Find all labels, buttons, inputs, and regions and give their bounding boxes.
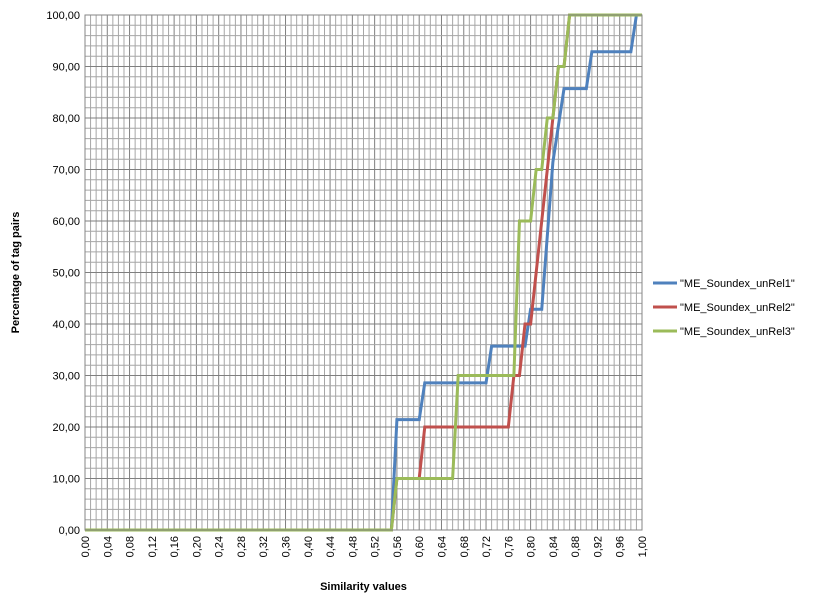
x-tick-label: 0,04 (102, 536, 114, 557)
x-tick-label: 0,60 (414, 536, 426, 557)
y-tick-label: 90,00 (52, 62, 80, 74)
x-tick-label: 0,56 (392, 536, 404, 557)
x-tick-label: 0,32 (258, 536, 270, 557)
series-line-3 (85, 13, 642, 532)
x-tick-label: 0,00 (80, 536, 92, 557)
x-tick-label: 0,52 (370, 536, 382, 557)
y-tick-label: 70,00 (52, 165, 80, 177)
y-tick-label: 30,00 (52, 371, 80, 383)
x-tick-label: 0,08 (125, 536, 137, 557)
series-line-1 (85, 13, 642, 532)
x-tick-label: 0,40 (303, 536, 315, 557)
x-tick-label: 0,12 (147, 536, 159, 557)
y-tick-label: 80,00 (52, 113, 80, 125)
x-tick-label: 0,96 (615, 536, 627, 557)
legend: "ME_Soundex_unRel1" "ME_Soundex_unRel2" "M… (653, 278, 795, 338)
plot-border (84, 14, 643, 531)
x-tick-label: 0,72 (481, 536, 493, 557)
x-tick-label: 0,28 (236, 536, 248, 557)
x-tick-label: 0,68 (459, 536, 471, 557)
y-tick-label: 10,00 (52, 474, 80, 486)
y-tick-label: 100,00 (46, 10, 80, 22)
x-tick-label: 0,44 (325, 536, 337, 557)
y-axis-title: Percentage of tag pairs (10, 212, 22, 334)
x-tick-label: 0,84 (548, 536, 560, 557)
y-tick-label: 20,00 (52, 422, 80, 434)
legend-label: "ME_Soundex_unRel3" (680, 326, 795, 338)
series-layer (85, 13, 642, 532)
y-tick-label: 60,00 (52, 216, 80, 228)
x-tick-label: 0,16 (169, 536, 181, 557)
y-axis-ticks: 0,00 10,00 20,00 30,00 40,00 50,00 60,00 70,00 8… (46, 10, 80, 537)
x-axis-ticks: 0,00 0,04 0,08 0,12 0,16 0,20 0,24 0,28 0,32 0,36… (80, 536, 649, 557)
x-axis-title: Similarity values (320, 581, 407, 593)
y-tick-label: 40,00 (52, 319, 80, 331)
legend-label: "ME_Soundex_unRel2" (680, 302, 795, 314)
x-tick-label: 0,64 (436, 536, 448, 557)
y-tick-label: 50,00 (52, 268, 80, 280)
x-tick-label: 0,36 (281, 536, 293, 557)
x-tick-label: 0,24 (214, 536, 226, 557)
x-tick-label: 1,00 (637, 536, 649, 557)
y-tick-label: 0,00 (59, 525, 80, 537)
legend-label: "ME_Soundex_unRel1" (680, 278, 795, 290)
x-tick-label: 0,88 (570, 536, 582, 557)
grid (85, 15, 642, 530)
x-tick-label: 0,76 (503, 536, 515, 557)
x-tick-label: 0,20 (191, 536, 203, 557)
x-tick-label: 0,80 (526, 536, 538, 557)
x-tick-label: 0,92 (592, 536, 604, 557)
x-tick-label: 0,48 (347, 536, 359, 557)
